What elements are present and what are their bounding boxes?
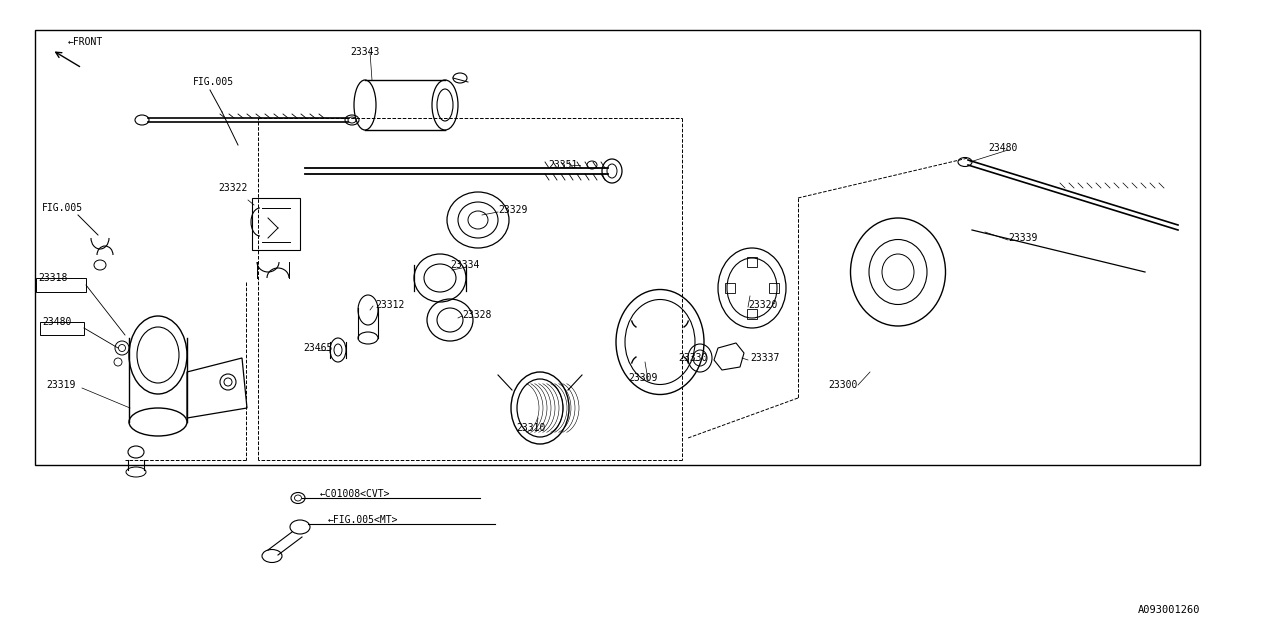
Text: 23480: 23480 — [988, 143, 1018, 153]
Text: 23343: 23343 — [349, 47, 379, 57]
Text: 23329: 23329 — [498, 205, 527, 215]
Text: 23309: 23309 — [628, 373, 658, 383]
Text: 23339: 23339 — [1009, 233, 1037, 243]
Bar — [724, 283, 735, 293]
Bar — [40, 322, 84, 335]
Text: 23310: 23310 — [516, 423, 545, 433]
Bar — [748, 257, 756, 267]
Text: 23480: 23480 — [42, 317, 72, 327]
Bar — [748, 309, 756, 319]
Text: 23330: 23330 — [678, 353, 708, 363]
Text: 23320: 23320 — [748, 300, 777, 310]
Text: ←FIG.005<MT>: ←FIG.005<MT> — [328, 515, 398, 525]
Text: 23334: 23334 — [451, 260, 480, 270]
Text: FIG.005: FIG.005 — [193, 77, 234, 87]
Text: ←C01008<CVT>: ←C01008<CVT> — [320, 489, 390, 499]
Text: FIG.005: FIG.005 — [42, 203, 83, 213]
Text: 23318: 23318 — [38, 273, 68, 283]
Text: A093001260: A093001260 — [1138, 605, 1201, 615]
Bar — [36, 278, 86, 292]
Bar — [252, 198, 300, 250]
Text: 23322: 23322 — [218, 183, 247, 193]
Text: 23351: 23351 — [548, 160, 577, 170]
Text: 23337: 23337 — [750, 353, 780, 363]
Text: 23319: 23319 — [46, 380, 76, 390]
Bar — [769, 283, 780, 293]
Text: ←FRONT: ←FRONT — [68, 37, 104, 47]
Text: 23328: 23328 — [462, 310, 492, 320]
Text: 23465: 23465 — [303, 343, 333, 353]
Text: 23312: 23312 — [375, 300, 404, 310]
Text: 23300: 23300 — [828, 380, 858, 390]
